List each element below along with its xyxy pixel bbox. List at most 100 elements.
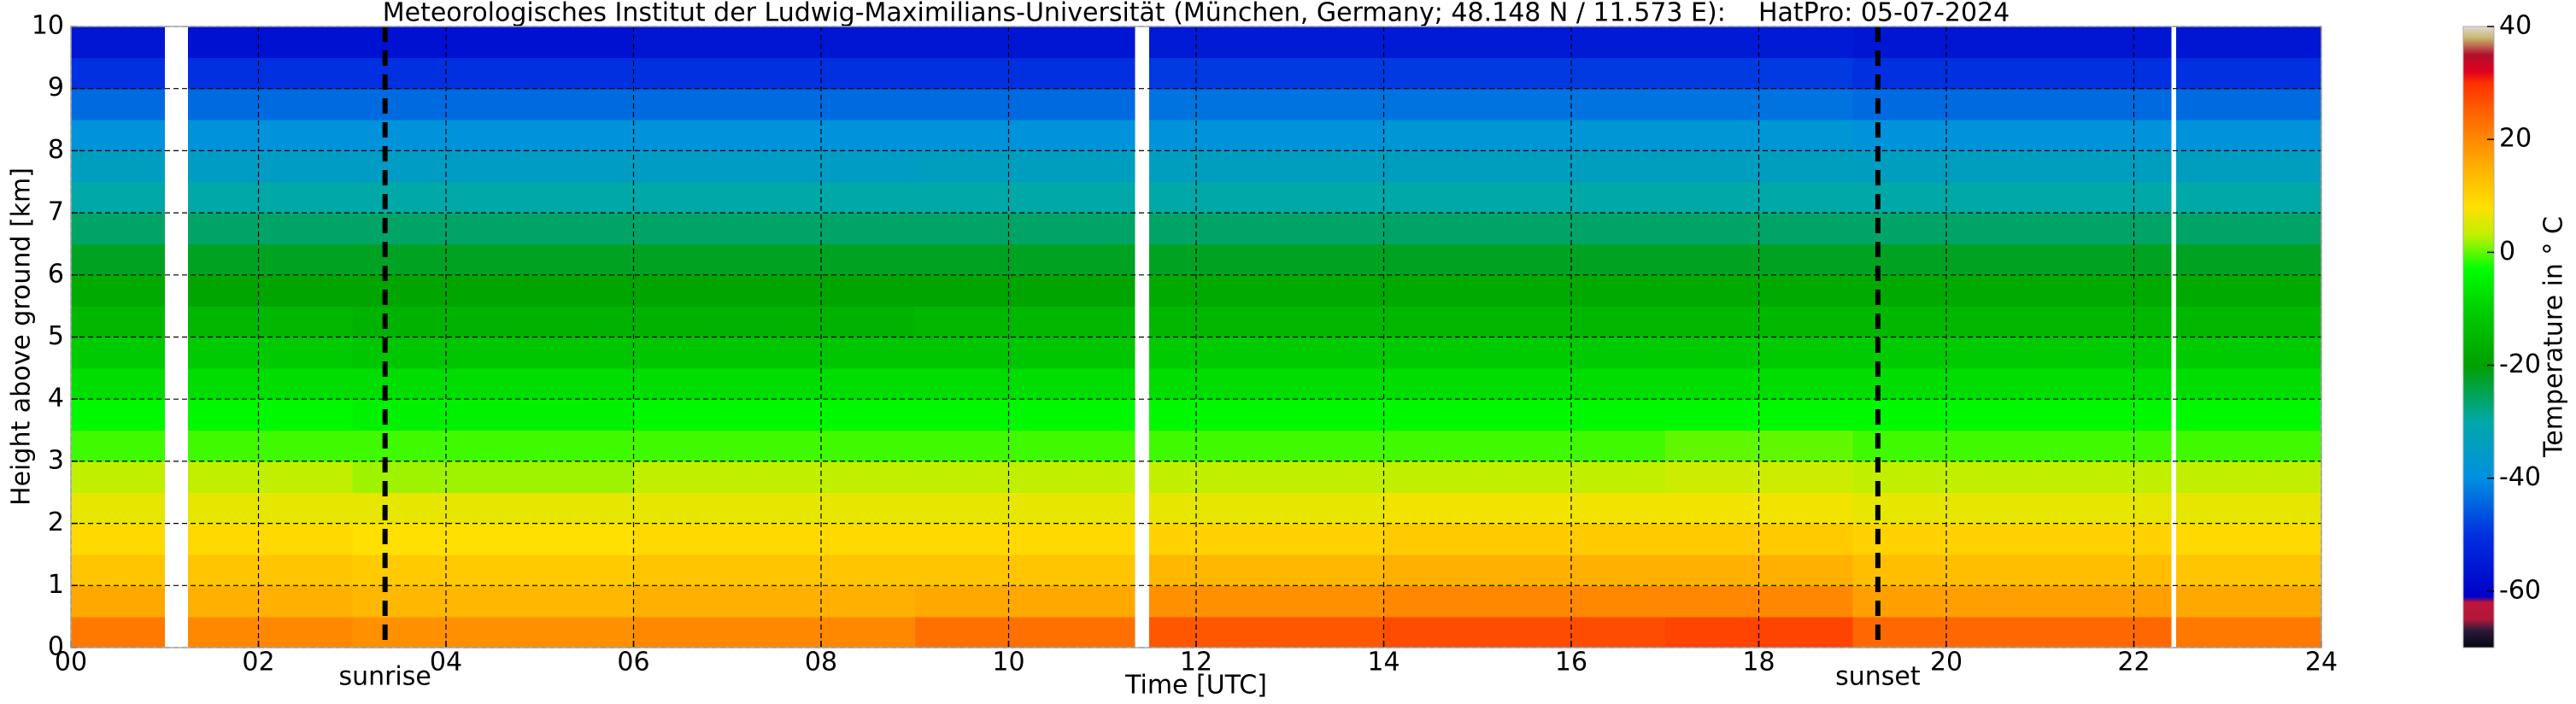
heatmap-cell [188, 523, 353, 555]
heatmap-cell [2175, 461, 2321, 493]
heatmap-cell [1383, 337, 1665, 369]
heatmap-cell [633, 585, 915, 618]
heatmap-cell [188, 26, 353, 58]
heatmap-cell [1383, 492, 1665, 525]
heatmap-cell [1149, 306, 1384, 338]
heatmap-cell [188, 367, 353, 400]
heatmap-cell [1149, 616, 1384, 648]
heatmap-cell [2175, 181, 2321, 214]
heatmap-cell [352, 585, 634, 618]
heatmap-cell [2175, 274, 2321, 307]
colorbar-tick-label: -20 [2499, 349, 2541, 379]
heatmap-cell [71, 399, 165, 431]
heatmap-cell [2175, 585, 2321, 618]
heatmap-cell [914, 337, 1135, 369]
heatmap-cell [1383, 213, 1665, 245]
heatmap-cell [2175, 523, 2321, 555]
heatmap-cell [914, 243, 1135, 276]
heatmap-cell [1852, 337, 2172, 369]
heatmap-cell [352, 120, 634, 151]
heatmap-cell [2175, 26, 2321, 58]
heatmap-cell [1852, 213, 2172, 245]
y-tick-label: 9 [48, 73, 64, 103]
heatmap-cell [1149, 585, 1384, 618]
heatmap-cell [1149, 150, 1384, 183]
heatmap-cell [633, 523, 915, 555]
heatmap-cell [633, 554, 915, 586]
heatmap-cell [914, 616, 1135, 648]
heatmap-cell [633, 616, 915, 648]
heatmap-cell [1852, 243, 2172, 276]
heatmap-cell [352, 181, 634, 214]
heatmap-cell [352, 430, 634, 462]
heatmap-cell [2175, 367, 2321, 400]
heatmap-cell [914, 430, 1135, 462]
colorbar-label: Temperature in ° C [2539, 216, 2569, 458]
heatmap-cell [188, 337, 353, 369]
heatmap-cell [1383, 150, 1665, 183]
heatmap-cell [71, 243, 165, 276]
heatmap-cell [71, 306, 165, 338]
heatmap-cell [2175, 213, 2321, 245]
marker-label: sunset [1835, 662, 1921, 692]
heatmap-cell [71, 554, 165, 586]
heatmap-cell [71, 430, 165, 462]
heatmap-cell [1149, 26, 1384, 58]
heatmap-cell [352, 213, 634, 245]
x-tick-label: 00 [55, 648, 87, 678]
x-tick-label: 06 [617, 648, 649, 678]
heatmap-cell [914, 57, 1135, 90]
heatmap-cell [1149, 430, 1384, 462]
heatmap-cell [1383, 57, 1665, 90]
heatmap-cell [352, 523, 634, 555]
heatmap-cell [1149, 57, 1384, 90]
heatmap-cell [188, 461, 353, 493]
heatmap-cell [188, 616, 353, 648]
heatmap-cell [352, 399, 634, 431]
heatmap-cell [71, 88, 165, 120]
heatmap-cell [1149, 120, 1384, 151]
heatmap-cell [1149, 243, 1384, 276]
heatmap-cell [71, 492, 165, 525]
heatmap-cell [1852, 274, 2172, 307]
y-tick-label: 8 [48, 135, 64, 165]
heatmap-cell [71, 337, 165, 369]
heatmap-cell [914, 585, 1135, 618]
heatmap-cell [2175, 337, 2321, 369]
heatmap-cell [914, 523, 1135, 555]
heatmap-cell [2175, 399, 2321, 431]
heatmap-cell [1149, 461, 1384, 493]
heatmap-cell [71, 150, 165, 183]
heatmap-cell [352, 337, 634, 369]
y-tick-label: 7 [48, 197, 64, 227]
heatmap-cell [188, 150, 353, 183]
chart-title: Meteorologisches Institut der Ludwig-Max… [383, 0, 2010, 28]
marker-label: sunrise [338, 662, 431, 692]
heatmap-cell [71, 57, 165, 90]
heatmap-cell [2175, 88, 2321, 120]
heatmap-cell [1149, 554, 1384, 586]
heatmap-cell [352, 492, 634, 525]
x-tick-label: 02 [242, 648, 274, 678]
heatmap-cell [1383, 399, 1665, 431]
y-axis-label: Height above ground [km] [7, 167, 37, 506]
heatmap-cell [1852, 585, 2172, 618]
heatmap-cell [1383, 120, 1665, 151]
heatmap-cell [1852, 181, 2172, 214]
colorbar-tick-label: -60 [2499, 575, 2541, 605]
x-tick-label: 08 [805, 648, 837, 678]
y-tick-label: 3 [48, 445, 64, 475]
heatmap-cell [1852, 57, 2172, 90]
heatmap-cell [352, 243, 634, 276]
x-axis-label: Time [UTC] [1124, 671, 1267, 701]
heatmap-cell [188, 120, 353, 151]
heatmap-cell [352, 57, 634, 90]
heatmap-cell [1852, 523, 2172, 555]
heatmap-cell [352, 367, 634, 400]
colorbar-tick-label: 40 [2499, 11, 2532, 41]
y-tick-label: 6 [48, 259, 64, 289]
heatmap-cell [188, 88, 353, 120]
heatmap-cell [352, 461, 634, 493]
heatmap-cell [633, 243, 915, 276]
